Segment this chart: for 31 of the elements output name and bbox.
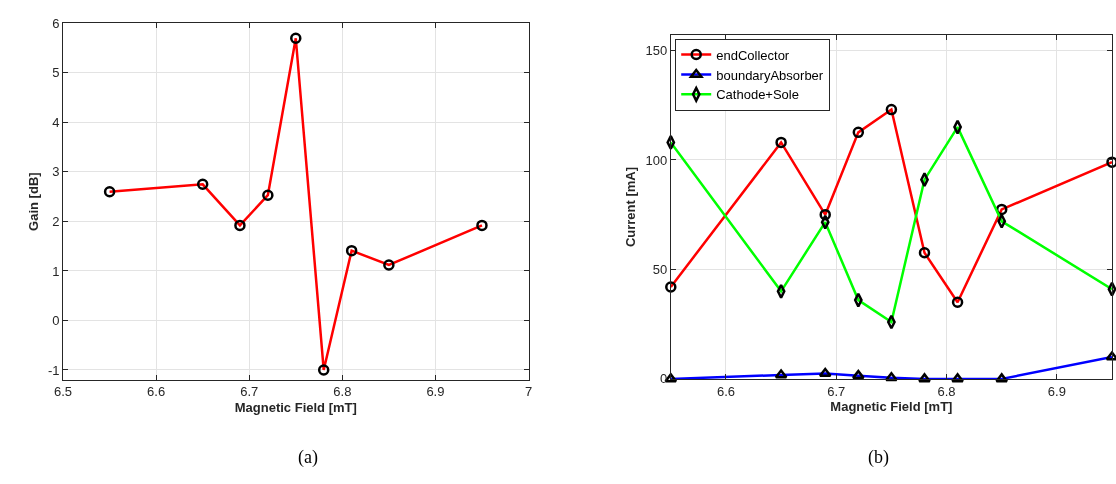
text: (a): [298, 447, 318, 468]
x-tick-label: 6.6: [147, 384, 166, 400]
y-tick-label: 4: [52, 114, 60, 130]
x-tick-label: 6.6: [716, 383, 735, 399]
x-tick-label: 6.8: [333, 384, 352, 400]
x-tick-label: 6.7: [827, 383, 846, 399]
y-tick-label: 1: [52, 263, 60, 279]
x-axis-title: Magnetic Field [mT]: [234, 400, 357, 416]
legend-label: Cathode+Sole: [716, 87, 799, 103]
text: (b): [868, 447, 889, 468]
y-tick-label: 2: [52, 213, 60, 229]
y-tick-label: 3: [52, 164, 60, 180]
y-tick-label: 5: [52, 65, 60, 81]
x-tick-label: 6.7: [240, 384, 259, 400]
y-axis-title: Gain [dB]: [25, 172, 41, 231]
x-tick-label: 6.9: [1047, 383, 1066, 399]
y-tick-label: 100: [645, 152, 668, 168]
x-tick-label: 6.9: [426, 384, 445, 400]
y-tick-label: 50: [652, 261, 668, 277]
y-tick-label: 0: [52, 312, 60, 328]
x-tick-label: 6.5: [54, 384, 73, 400]
x-tick-label: 7: [524, 384, 533, 400]
y-tick-label: 0: [659, 371, 668, 387]
y-tick-label: 150: [645, 43, 668, 59]
y-tick-label: 6: [52, 15, 60, 31]
y-tick-label: -1: [47, 362, 60, 378]
x-tick-label: 6.8: [937, 383, 956, 399]
y-axis-title: Current [mA]: [623, 166, 639, 248]
x-axis-title: Magnetic Field [mT]: [830, 399, 953, 415]
legend-label: boundaryAbsorber: [716, 67, 824, 83]
legend-label: endCollector: [716, 47, 790, 63]
